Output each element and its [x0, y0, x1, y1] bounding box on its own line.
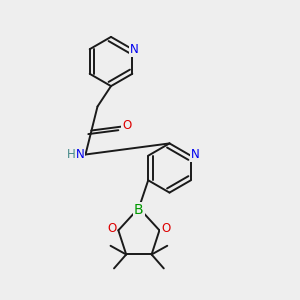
Text: O: O — [107, 222, 116, 235]
Text: N: N — [191, 148, 200, 161]
Text: N: N — [76, 148, 85, 161]
Text: N: N — [130, 43, 139, 56]
Text: O: O — [161, 222, 171, 235]
Text: H: H — [67, 148, 76, 161]
Text: O: O — [122, 119, 131, 132]
Text: B: B — [134, 203, 144, 217]
